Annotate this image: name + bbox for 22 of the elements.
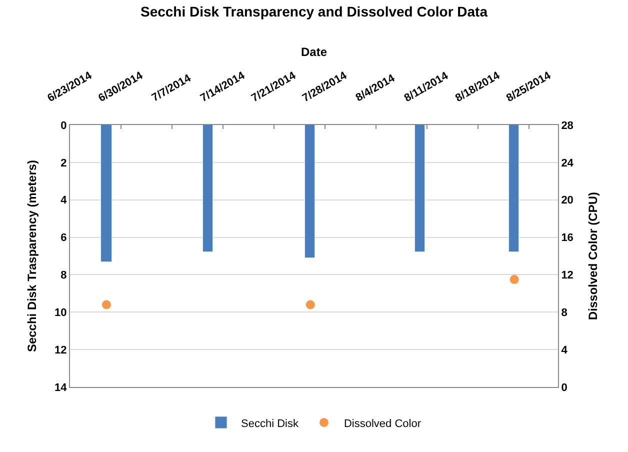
x-axis-title: Date — [300, 45, 328, 60]
y2-tick-label: 20 — [561, 194, 574, 207]
y2-tick-label: 4 — [561, 344, 568, 356]
y2-tick-label: 8 — [561, 306, 568, 319]
y-tick-label: 10 — [54, 306, 67, 319]
y2-tick-label: 0 — [561, 382, 568, 394]
y-tick-label: 14 — [54, 382, 68, 394]
y-tick-label: 0 — [60, 120, 67, 132]
y-axis-title: Secchi Disk Trasparency (meters) — [24, 160, 39, 352]
y2-axis-title: Dissolved Color (CPU) — [586, 192, 600, 320]
y2-tick-label: 24 — [561, 157, 574, 170]
y-tick-label: 8 — [60, 270, 67, 282]
legend-label: Secchi Disk — [241, 418, 299, 430]
y-tick-label: 2 — [60, 157, 67, 170]
y-tick-label: 12 — [54, 344, 67, 356]
y-tick-label: 4 — [60, 194, 68, 207]
chart-title: Secchi Disk Transparency and Dissolved Color Data — [140, 4, 488, 20]
y-tick-label: 6 — [60, 232, 67, 244]
y2-tick-label: 28 — [561, 120, 574, 132]
y2-tick-label: 12 — [561, 270, 574, 282]
legend-label: Dissolved Color — [344, 418, 422, 430]
y2-tick-label: 16 — [561, 232, 574, 244]
